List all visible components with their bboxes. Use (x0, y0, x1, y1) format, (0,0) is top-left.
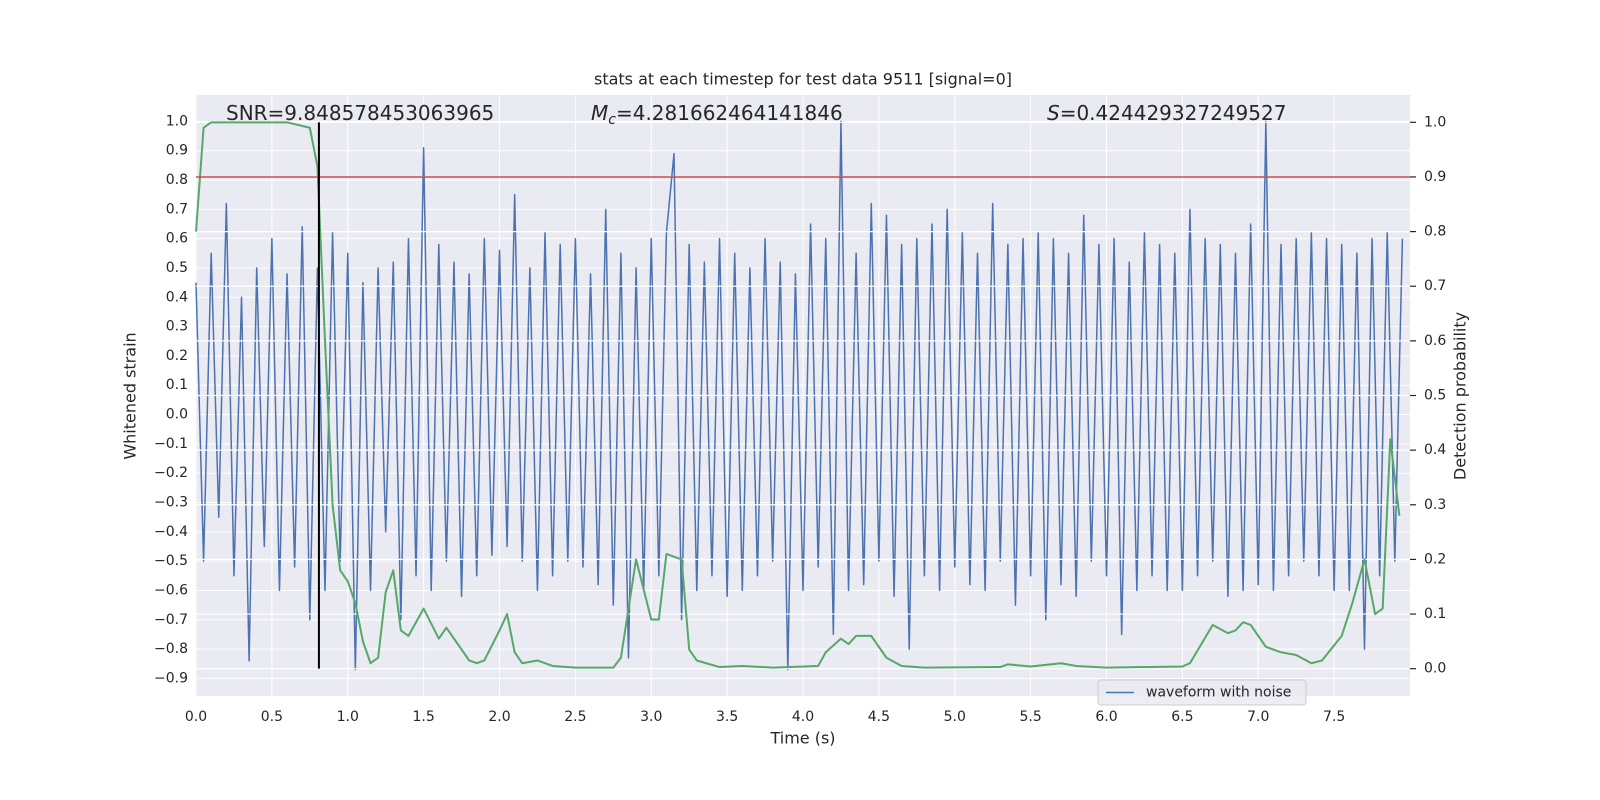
x-tick-label: 2.5 (564, 709, 586, 725)
legend-box (1097, 679, 1307, 706)
y2-tick-label: 0.1 (1424, 606, 1446, 622)
legend-label: waveform with noise (1146, 685, 1291, 701)
chart-title: stats at each timestep for test data 951… (594, 70, 1012, 89)
x-axis-label: Time (s) (769, 729, 835, 748)
waveform-layer (195, 120, 1404, 671)
x-tick-label: 0.0 (185, 709, 207, 725)
x-tick-label: 1.0 (337, 709, 359, 725)
x-tick-label: 4.0 (792, 709, 814, 725)
y2-tick-label: 0.2 (1424, 551, 1446, 567)
y2-tick-label: 0.9 (1424, 169, 1446, 185)
y-tick-label: 0.3 (166, 319, 188, 335)
y-tick-label: 0.6 (166, 231, 188, 247)
y-tick-label: 1.0 (166, 113, 188, 129)
annotation: S=0.424429327249527 (1047, 101, 1286, 125)
x-tick-label: 3.0 (640, 709, 662, 725)
y2-axis-label: Detection probability (1451, 312, 1470, 480)
y2-tick-label: 0.7 (1424, 278, 1446, 294)
x-tick-label: 7.0 (1247, 709, 1269, 725)
y-tick-label: 0.4 (166, 289, 188, 305)
annotation: SNR=9.848578453063965 (226, 101, 494, 125)
x-tick-label: 1.5 (412, 709, 434, 725)
y2-tick-label: 0.4 (1424, 442, 1446, 458)
x-tick-label: 4.5 (868, 709, 890, 725)
annotation-text: =0.424429327249527 (1060, 101, 1287, 125)
y-tick-label: −0.8 (154, 641, 188, 657)
y-tick-label: −0.3 (154, 495, 188, 511)
annotation-text: SNR=9.848578453063965 (226, 101, 494, 125)
y-axis-label: Whitened strain (121, 332, 140, 459)
probability-line (195, 121, 1401, 669)
y-tick-label: −0.9 (154, 670, 188, 686)
y-tick-label: −0.6 (154, 582, 188, 598)
x-tick-label: 0.5 (261, 709, 283, 725)
annotation-text: =4.281662464141846 (616, 101, 843, 125)
overlay-layer (195, 121, 1410, 669)
x-tick-label: 3.5 (716, 709, 738, 725)
y-tick-label: −0.2 (154, 465, 188, 481)
y-tick-label: −0.7 (154, 612, 188, 628)
x-tick-label: 2.0 (488, 709, 510, 725)
y-tick-label: 0.1 (166, 377, 188, 393)
y2-tick-label: 0.5 (1424, 388, 1446, 404)
y-tick-label: 0.2 (166, 348, 188, 364)
y-tick-label: 0.0 (166, 407, 188, 423)
x-tick-label: 6.5 (1171, 709, 1193, 725)
y2-tick-label: 0.6 (1424, 333, 1446, 349)
y2-tick-label: 0.3 (1424, 497, 1446, 513)
annotation-subscript: c (608, 112, 616, 128)
y-tick-label: 0.7 (166, 201, 188, 217)
x-tick-label: 6.0 (1095, 709, 1117, 725)
waveform-line (195, 120, 1404, 671)
y2-tick-label: 1.0 (1424, 114, 1446, 130)
y-tick-label: 0.9 (166, 143, 188, 159)
annotation: Mc=4.281662464141846 (591, 101, 843, 129)
annotation-symbol: M (591, 101, 608, 125)
y2-tick-label: 0.0 (1424, 661, 1446, 677)
y-tick-label: −0.4 (154, 524, 188, 540)
x-tick-label: 5.5 (1019, 709, 1041, 725)
x-tick-label: 7.5 (1323, 709, 1345, 725)
y-tick-label: 0.5 (166, 260, 188, 276)
y-tick-label: −0.5 (154, 553, 188, 569)
y2-tick-label: 0.8 (1424, 224, 1446, 240)
y-tick-label: 0.8 (166, 172, 188, 188)
annotation-symbol: S (1047, 101, 1060, 125)
legend: waveform with noise (1097, 679, 1307, 706)
y-tick-label: −0.1 (154, 436, 188, 452)
x-tick-label: 5.0 (944, 709, 966, 725)
